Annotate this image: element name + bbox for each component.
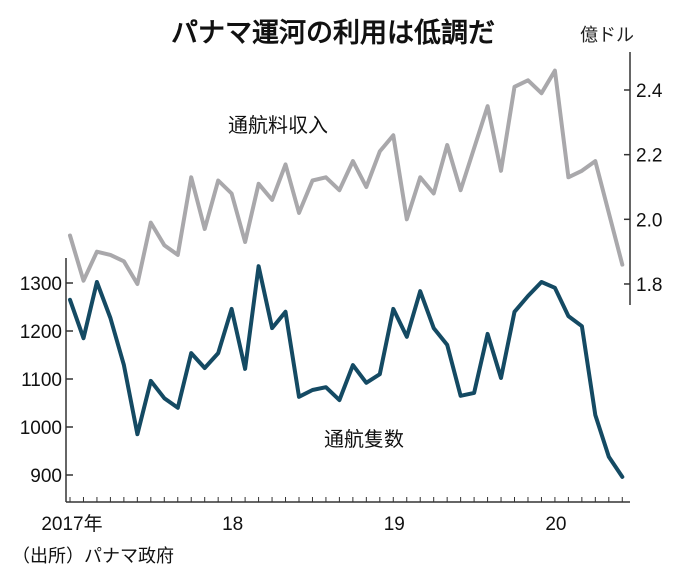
series-layer <box>68 68 625 479</box>
right-axis: 1.8 2.0 2.2 2.4 <box>624 52 663 305</box>
x-axis: 2017年 18 19 20 <box>41 497 630 535</box>
x-tick-label: 19 <box>384 514 405 535</box>
right-tick-label: 1.8 <box>636 275 662 296</box>
x-tick-label: 18 <box>222 514 243 535</box>
right-axis-unit: 億ドル <box>580 25 634 46</box>
left-tick-label: 1300 <box>20 274 62 295</box>
right-tick-label: 2.4 <box>636 81 663 102</box>
left-tick-label: 1100 <box>21 370 62 391</box>
series-line-revenue <box>68 68 625 286</box>
chart-title: パナマ運河の利用は低調だ <box>171 17 495 49</box>
left-tick-label: 1000 <box>20 418 62 439</box>
x-tick-label: 20 <box>545 514 566 535</box>
source-note: （出所）パナマ政府 <box>12 546 174 567</box>
series-label-transits: 通航隻数 <box>324 427 404 451</box>
left-axis: 900 1000 1100 1200 1300 <box>20 258 73 502</box>
x-tick-label: 2017年 <box>41 513 102 535</box>
left-tick-label: 900 <box>30 466 62 487</box>
right-tick-label: 2.0 <box>636 210 662 231</box>
left-tick-label: 1200 <box>20 322 62 343</box>
series-line-transits <box>68 264 625 479</box>
series-label-revenue: 通航料収入 <box>228 113 328 137</box>
right-tick-label: 2.2 <box>636 146 662 167</box>
